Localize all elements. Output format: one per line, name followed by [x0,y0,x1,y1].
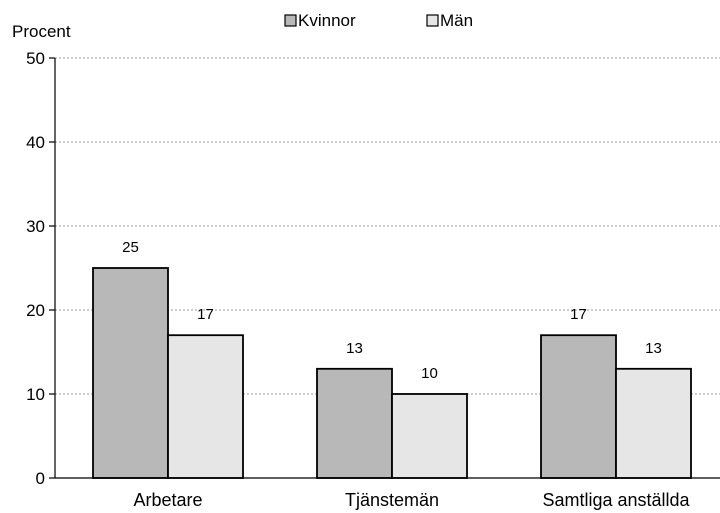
y-tick-label: 0 [36,469,45,488]
y-axis-ticks: 0 10 20 30 40 50 [26,49,55,488]
y-tick-label: 40 [26,133,45,152]
category-label: Arbetare [133,490,202,510]
category-label: Samtliga anställda [542,490,690,510]
data-label: 17 [197,306,214,323]
legend-swatch-kvinnor [284,14,297,27]
legend-swatch-man [426,14,439,27]
y-axis-label: Procent [12,22,71,41]
y-tick-label: 50 [26,49,45,68]
category-label: Tjänstemän [345,490,439,510]
data-label: 10 [421,365,438,382]
data-label: 17 [570,306,587,323]
legend-label-kvinnor: Kvinnor [298,11,356,30]
bar [92,267,169,479]
data-label: 13 [645,340,662,357]
y-tick-label: 10 [26,385,45,404]
legend: Kvinnor Män [284,11,473,30]
bar [615,367,692,479]
bars [92,267,692,479]
y-tick-label: 20 [26,301,45,320]
legend-label-man: Män [440,11,473,30]
data-label: 13 [346,340,363,357]
bar [167,334,244,479]
data-labels: 25 17 13 10 17 13 [122,239,662,382]
bar [316,367,393,479]
category-labels: Arbetare Tjänstemän Samtliga anställda [133,490,690,510]
y-tick-label: 30 [26,217,45,236]
data-label: 25 [122,239,139,256]
bar [391,393,468,479]
bar [540,334,617,479]
